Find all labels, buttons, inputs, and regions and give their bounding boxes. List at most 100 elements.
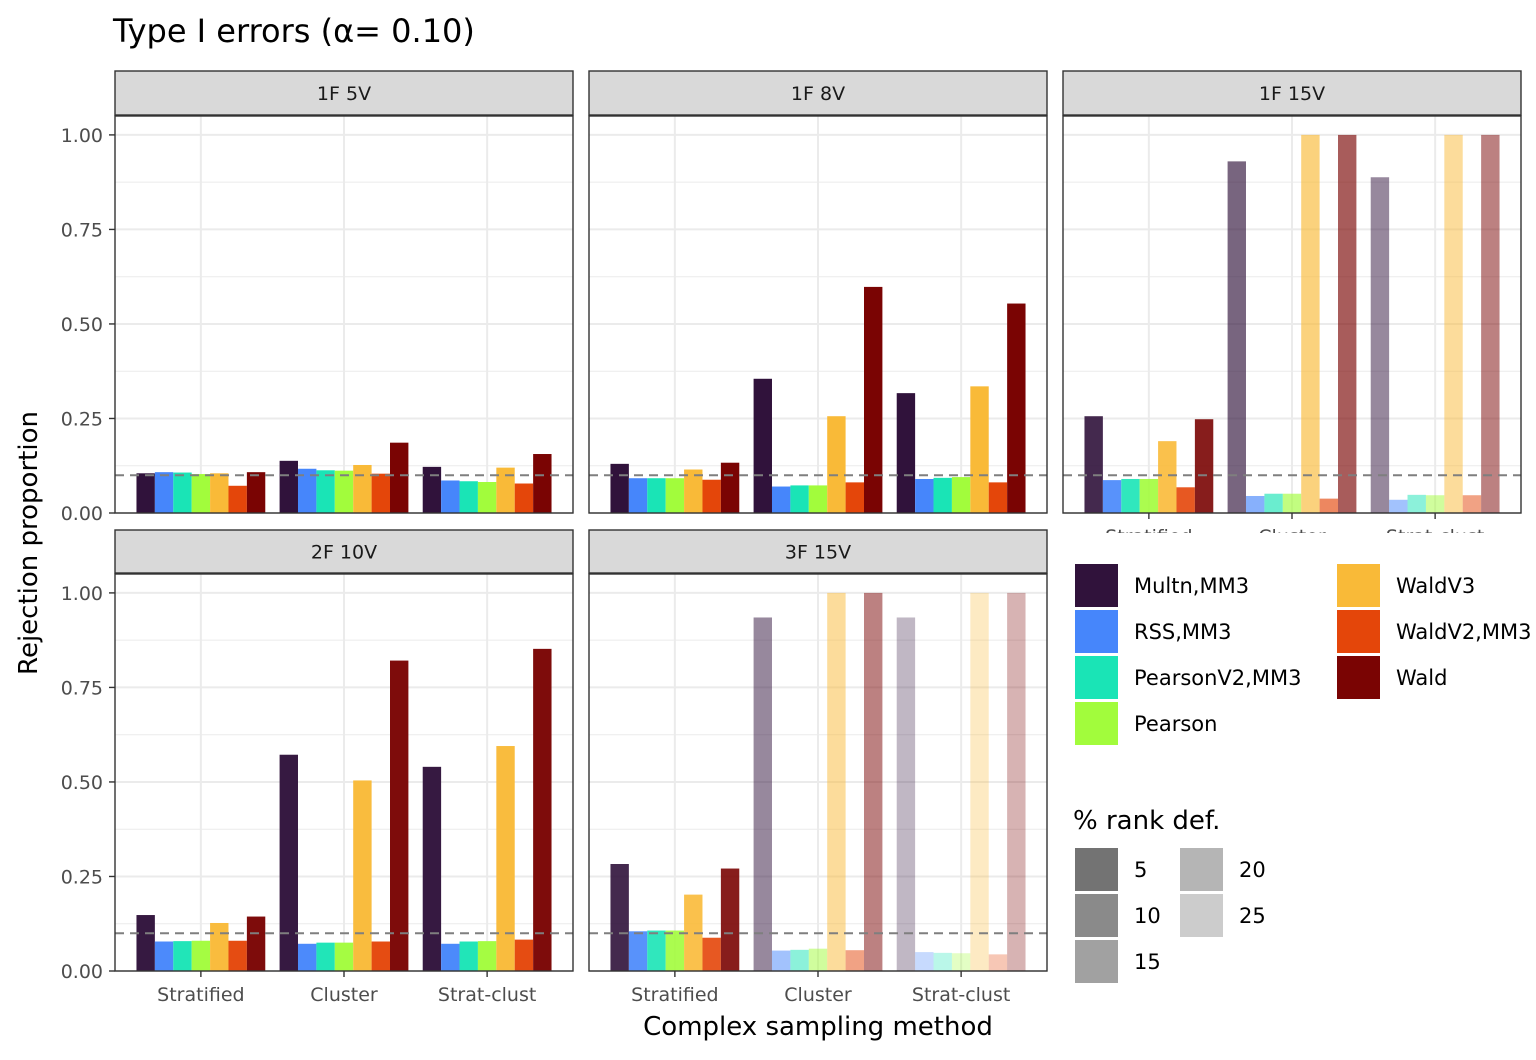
legend-key: [1075, 564, 1118, 607]
bar: [915, 478, 934, 513]
x-tick-label: Strat-clust: [912, 984, 1010, 1006]
bar: [316, 470, 335, 513]
legend-key: [1337, 610, 1380, 653]
bar: [628, 478, 648, 513]
facet-strip-label: 3F 15V: [785, 542, 851, 564]
bar: [316, 942, 335, 971]
legend-label: 5: [1134, 858, 1147, 882]
bar: [1444, 134, 1463, 513]
bar: [422, 766, 442, 971]
bar: [988, 482, 1008, 513]
bar: [154, 941, 174, 971]
bar: [298, 943, 317, 971]
panel-border: [588, 115, 1048, 514]
bar: [684, 894, 703, 971]
y-tick-label: 0.25: [61, 408, 103, 430]
legend-key: [1075, 702, 1118, 745]
x-tick-label: Cluster: [784, 984, 852, 1006]
panel-1f-8v: 1F 8V: [588, 70, 1048, 514]
bar: [514, 939, 534, 971]
bar: [228, 485, 247, 513]
x-axis-title: Complex sampling method: [643, 1012, 993, 1042]
bar: [933, 477, 952, 513]
x-tick-label: Stratified: [631, 984, 718, 1006]
bar: [790, 949, 809, 971]
bar: [334, 470, 354, 513]
chart-title: Type I errors (α= 0.10): [112, 12, 475, 50]
x-tick-label: Strat-clust: [438, 984, 536, 1006]
legend-label: RSS,MM3: [1134, 620, 1232, 644]
bar: [827, 416, 846, 513]
bar: [702, 937, 721, 971]
legend-key: [1075, 656, 1118, 699]
legend-key: [1180, 894, 1223, 937]
y-tick-label: 0.75: [61, 219, 103, 241]
bar: [459, 481, 478, 513]
bar: [628, 931, 648, 971]
bar: [533, 454, 552, 513]
bar: [951, 477, 971, 513]
bar: [1176, 487, 1195, 513]
bar: [1301, 134, 1320, 513]
bar: [896, 617, 916, 971]
bar: [610, 463, 629, 513]
bar: [951, 953, 971, 971]
panel-1f-5v: 1F 5V 0.00 0.25 0.50 0.75 1.00: [61, 70, 574, 525]
bar: [753, 378, 772, 513]
bar: [279, 754, 298, 971]
legend-label: Wald: [1396, 666, 1447, 690]
bar: [1282, 493, 1302, 513]
y-axis-title: Rejection proportion: [14, 411, 44, 675]
bar: [246, 472, 266, 513]
bar: [845, 950, 864, 971]
y-tick-label: 0.50: [61, 772, 103, 794]
bar: [1264, 493, 1283, 513]
bar: [136, 915, 155, 971]
bar: [864, 286, 883, 513]
y-tick-label: 0.50: [61, 314, 103, 336]
bar: [1370, 177, 1390, 513]
bar: [1007, 592, 1026, 971]
bar: [772, 486, 791, 513]
bar: [390, 660, 409, 971]
bar: [720, 868, 740, 971]
x-tick-label: Stratified: [157, 984, 244, 1006]
legend-title: % rank def.: [1073, 806, 1220, 836]
bar: [1194, 419, 1214, 513]
y-tick-label: 1.00: [61, 125, 103, 147]
bar: [1338, 134, 1357, 513]
bar: [210, 473, 229, 513]
facet-strip: [588, 529, 1048, 574]
facet-strip-label: 1F 15V: [1259, 83, 1325, 105]
bar: [371, 473, 390, 513]
bar: [173, 472, 192, 513]
bar: [970, 592, 989, 971]
y-tick-label: 0.25: [61, 866, 103, 888]
bar: [210, 922, 229, 971]
bar: [1425, 495, 1445, 513]
y-tick-label: 0.00: [61, 961, 103, 983]
bar: [191, 474, 211, 513]
bar: [154, 472, 174, 513]
legend-label: Multn,MM3: [1134, 574, 1249, 598]
bar: [1102, 480, 1122, 513]
bar: [1389, 499, 1408, 513]
bar: [173, 941, 192, 971]
bar: [298, 468, 317, 513]
bar: [610, 864, 629, 971]
y-tick-label: 1.00: [61, 583, 103, 605]
panel-1f-15v: 1F 15V Stratified Cluster Strat-clust: [1062, 70, 1522, 533]
legend-key: [1337, 564, 1380, 607]
bar: [808, 485, 828, 513]
legend-label: WaldV2,MM3: [1396, 620, 1531, 644]
bar: [390, 442, 409, 513]
y-tick-label: 0.00: [61, 503, 103, 525]
legend-key: [1337, 656, 1380, 699]
bar: [772, 950, 791, 971]
bar: [533, 648, 552, 971]
legend-key: [1075, 848, 1118, 891]
legend-methods: Multn,MM3 RSS,MM3 PearsonV2,MM3 Pearson Wald…: [1075, 564, 1531, 745]
bar: [1462, 495, 1482, 513]
bar: [1246, 495, 1265, 513]
